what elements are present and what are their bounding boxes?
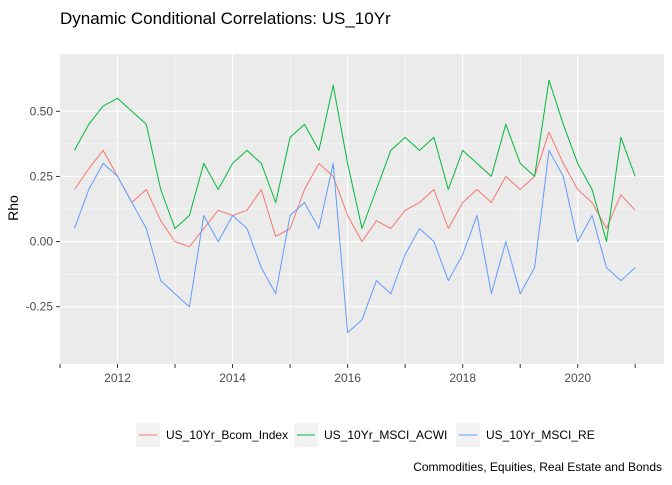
x-tick-label: 2018 [449, 371, 476, 385]
legend-item-US_10Yr_Bcom_Index: US_10Yr_Bcom_Index [136, 423, 288, 447]
legend-label: US_10Yr_MSCI_ACWI [324, 428, 447, 442]
y-tick-label: 0.00 [30, 235, 54, 249]
legend-item-US_10Yr_MSCI_RE: US_10Yr_MSCI_RE [456, 423, 595, 447]
legend-label: US_10Yr_MSCI_RE [486, 428, 595, 442]
legend: US_10Yr_Bcom_Index US_10Yr_MSCI_ACWI US_10… [136, 423, 595, 447]
y-tick-label: 0.50 [30, 104, 54, 118]
y-tick-label: 0.25 [30, 169, 54, 183]
y-tick-label: -0.25 [26, 300, 54, 314]
series-line-US_10Yr_MSCI_RE [73, 149, 636, 334]
legend-item-US_10Yr_MSCI_ACWI: US_10Yr_MSCI_ACWI [294, 423, 447, 447]
chart-title: Dynamic Conditional Correlations: US_10Y… [60, 9, 391, 28]
y-axis: -0.25 0.00 0.25 0.50 [26, 104, 60, 314]
grid-lines [60, 54, 664, 364]
x-tick-label: 2014 [219, 371, 246, 385]
y-axis-label: Rho [5, 195, 21, 221]
x-tick-label: 2020 [564, 371, 591, 385]
series-line-US_10Yr_Bcom_Index [73, 131, 636, 248]
x-tick-label: 2012 [104, 371, 131, 385]
series-layer [73, 79, 636, 334]
legend-label: US_10Yr_Bcom_Index [166, 428, 288, 442]
series-line-US_10Yr_MSCI_ACWI [73, 79, 636, 243]
chart-caption: Commodities, Equities, Real Estate and B… [413, 460, 662, 474]
x-axis: 2012 2014 2016 2018 2020 [59, 364, 636, 385]
x-tick-label: 2016 [334, 371, 361, 385]
